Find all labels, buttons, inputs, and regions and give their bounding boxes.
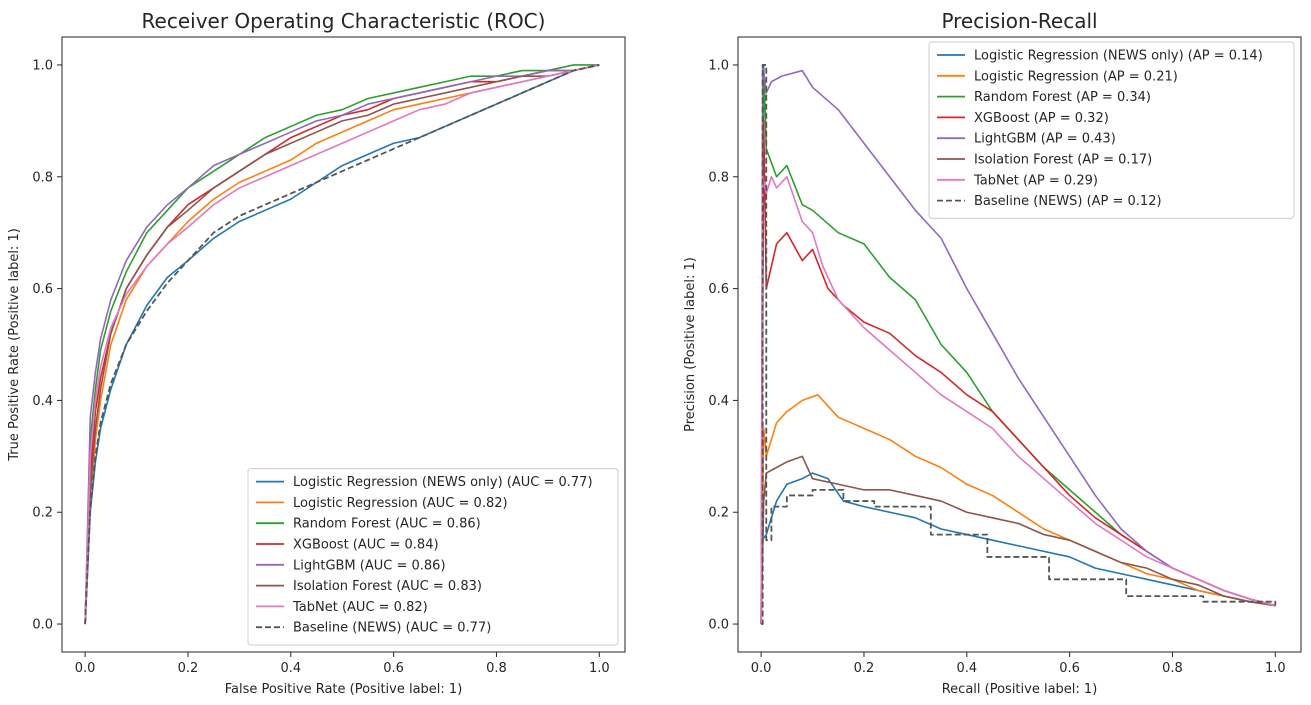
series-line-7 <box>84 64 600 625</box>
x-tick-label: 0.2 <box>178 661 199 676</box>
legend-box <box>928 41 1295 219</box>
y-tick-label: 0.2 <box>708 506 729 521</box>
y-tick-label: 0.8 <box>32 170 53 185</box>
x-tick-label: 0.6 <box>383 661 404 676</box>
x-axis-label: Recall (Positive label: 1) <box>942 682 1098 697</box>
legend-entry-label: Baseline (NEWS) (AP = 0.12) <box>974 194 1162 209</box>
legend-entry-label: LightGBM (AP = 0.43) <box>974 132 1116 147</box>
y-axis-label: Precision (Positive label: 1) <box>683 257 698 432</box>
legend-entry-label: Logistic Regression (NEWS only) (AUC = 0… <box>293 475 593 490</box>
legend: Logistic Regression (NEWS only) (AUC = 0… <box>247 468 619 646</box>
y-tick-label: 0.0 <box>32 618 53 633</box>
x-tick-label: 0.6 <box>1059 661 1080 676</box>
x-tick-label: 0.4 <box>956 661 977 676</box>
series-line-5 <box>84 64 600 625</box>
y-axis-label: True Positive Rate (Positive label: 1) <box>7 228 22 462</box>
series-line-5 <box>760 455 1276 625</box>
legend-entry-label: XGBoost (AP = 0.32) <box>974 111 1109 126</box>
legend-entry-label: Random Forest (AUC = 0.86) <box>293 517 481 532</box>
x-tick-label: 1.0 <box>589 661 610 676</box>
legend-entry-label: Random Forest (AP = 0.34) <box>974 90 1151 105</box>
y-tick-label: 0.8 <box>708 170 729 185</box>
axes-frame <box>737 36 1302 653</box>
y-tick-label: 1.0 <box>32 58 53 73</box>
legend-entry-label: TabNet (AP = 0.29) <box>973 173 1098 188</box>
legend-entry-label: Logistic Regression (AP = 0.21) <box>974 69 1178 84</box>
legend-entry-label: LightGBM (AUC = 0.86) <box>293 558 446 573</box>
x-tick-label: 0.2 <box>854 661 875 676</box>
legend-entry-label: Logistic Regression (NEWS only) (AP = 0.… <box>974 49 1263 64</box>
precision-recall-plot: Precision-Recall 0.0 0.2 0.4 0.6 0.8 1.0 0.0 0.2… <box>683 9 1302 697</box>
series-line-4 <box>760 64 1276 625</box>
series-group <box>760 64 1277 625</box>
x-tick-label: 0.0 <box>751 661 772 676</box>
x-tick-label: 0.8 <box>1162 661 1183 676</box>
series-line-6 <box>760 175 1276 625</box>
y-tick-label: 0.2 <box>32 506 53 521</box>
y-tick-label: 1.0 <box>708 58 729 73</box>
y-tick-label: 0.4 <box>32 394 53 409</box>
y-tick-label: 0.4 <box>708 394 729 409</box>
y-tick-label: 0.6 <box>32 282 53 297</box>
series-line-6 <box>84 64 600 625</box>
legend-entry-label: Logistic Regression (AUC = 0.82) <box>293 496 508 511</box>
legend-entry-label: Isolation Forest (AP = 0.17) <box>974 153 1152 168</box>
legend-entry-label: Baseline (NEWS) (AUC = 0.77) <box>293 621 491 636</box>
x-tick-label: 0.0 <box>75 661 96 676</box>
series-line-1 <box>760 394 1276 625</box>
roc-plot: Receiver Operating Characteristic (ROC) 0… <box>7 9 626 697</box>
series-line-0 <box>760 472 1276 625</box>
axes-frame <box>61 36 626 653</box>
x-tick-label: 1.0 <box>1265 661 1286 676</box>
series-group <box>84 64 600 625</box>
legend: Logistic Regression (NEWS only) (AP = 0.… <box>928 41 1295 219</box>
chart-title: Precision-Recall <box>941 9 1097 33</box>
series-line-4 <box>84 64 600 625</box>
chart-title: Receiver Operating Characteristic (ROC) <box>142 9 546 33</box>
y-tick-label: 0.6 <box>708 282 729 297</box>
x-axis-label: False Positive Rate (Positive label: 1) <box>225 682 463 697</box>
series-line-7 <box>761 64 1277 625</box>
legend-entry-label: TabNet (AUC = 0.82) <box>292 600 428 615</box>
legend-entry-label: XGBoost (AUC = 0.84) <box>293 538 439 553</box>
y-tick-label: 0.0 <box>708 618 729 633</box>
x-tick-label: 0.8 <box>486 661 507 676</box>
x-tick-label: 0.4 <box>280 661 301 676</box>
legend-entry-label: Isolation Forest (AUC = 0.83) <box>293 579 482 594</box>
legend-box <box>247 468 619 646</box>
